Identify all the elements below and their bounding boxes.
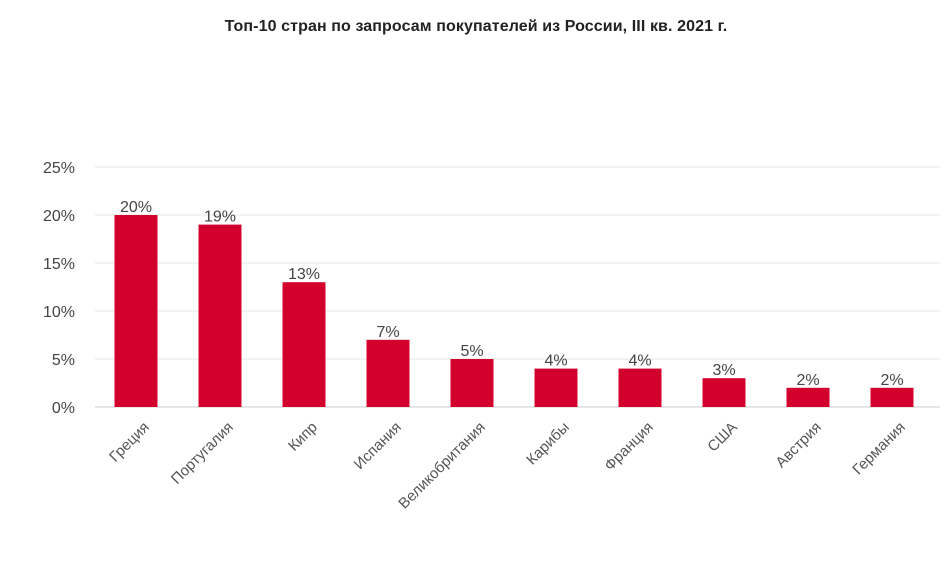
x-category-label: Австрия <box>772 419 824 471</box>
y-tick-label: 15% <box>43 256 75 273</box>
x-category-label: Португалия <box>168 419 237 488</box>
bar <box>198 224 242 407</box>
bar <box>282 282 326 407</box>
y-tick-label: 20% <box>43 208 75 225</box>
bar <box>114 215 158 407</box>
bar-data-label: 2% <box>796 372 819 389</box>
y-tick-label: 0% <box>52 400 75 417</box>
x-category-label: Франция <box>601 419 656 474</box>
bar-data-label: 4% <box>544 353 567 370</box>
bar-data-label: 7% <box>376 324 399 341</box>
x-axis-categories: Греция Португалия Кипр ИспанияВеликобритани… <box>106 419 909 512</box>
bar-data-label: 19% <box>204 209 236 226</box>
y-axis-ticks: 0% 5% 10% 15% 20% 25% <box>43 160 75 417</box>
bar <box>618 368 662 407</box>
y-tick-label: 5% <box>52 352 75 369</box>
x-category-label: Карибы <box>523 419 573 469</box>
bar-data-label: 20% <box>120 199 152 216</box>
bar-data-label: 13% <box>288 266 320 283</box>
bar <box>366 339 410 407</box>
bar-data-label: 2% <box>880 372 903 389</box>
y-tick-label: 10% <box>43 304 75 321</box>
x-category-label: США <box>704 419 740 455</box>
chart-title: Топ-10 стран по запросам покупателей из … <box>224 18 728 35</box>
bar <box>786 387 830 407</box>
x-category-label: Германия <box>849 419 909 479</box>
bar <box>450 359 494 407</box>
x-category-label: Кипр <box>285 419 321 455</box>
y-tick-label: 25% <box>43 160 75 177</box>
x-category-label: Великобритания <box>395 419 488 512</box>
bar-data-label: 5% <box>460 343 483 360</box>
x-category-label: Испания <box>351 419 405 473</box>
bar <box>534 368 578 407</box>
bar-data-label: 3% <box>712 362 735 379</box>
bar-data-label: 4% <box>628 353 651 370</box>
x-category-label: Греция <box>106 419 153 466</box>
bars <box>114 215 914 407</box>
data-labels: 20% 19% 13% 7% 5% 4% 4% 3% 2% 2% <box>120 199 904 389</box>
bar <box>702 378 746 407</box>
bar <box>870 387 914 407</box>
